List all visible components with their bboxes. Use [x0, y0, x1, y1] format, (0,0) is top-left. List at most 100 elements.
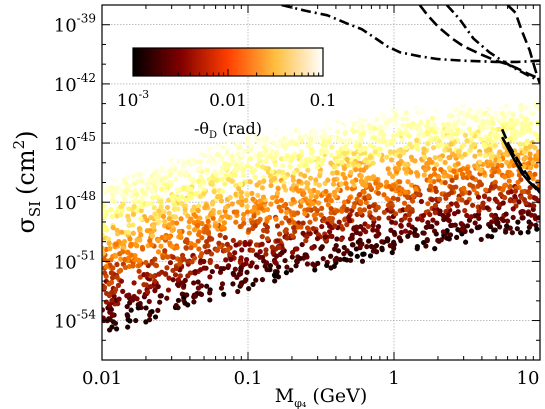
scatter-point: [243, 197, 249, 204]
scatter-point: [207, 297, 213, 303]
scatter-point: [477, 159, 483, 165]
scatter-point: [280, 162, 286, 169]
scatter-point: [199, 250, 205, 257]
scatter-point: [468, 136, 474, 142]
scatter-point: [189, 259, 195, 265]
scatter-point: [296, 163, 302, 169]
scatter-point: [156, 180, 162, 186]
scatter-point: [263, 251, 269, 257]
scatter-point: [244, 192, 251, 198]
scatter-point: [534, 179, 540, 185]
y-tick-label: 10-48: [54, 189, 96, 214]
scatter-point: [158, 243, 164, 249]
scatter-point: [294, 259, 300, 265]
scatter-point: [121, 196, 128, 202]
scatter-point: [193, 191, 199, 197]
scatter-point: [166, 210, 172, 216]
scatter-point: [197, 183, 203, 189]
scatter-point: [233, 219, 239, 225]
y-tick-label-exp: -39: [77, 12, 96, 26]
scatter-point: [125, 213, 131, 219]
scatter-point: [405, 122, 411, 129]
scatter-point: [227, 194, 233, 201]
scatter-point: [425, 219, 431, 226]
scatter-point: [470, 183, 476, 189]
y-tick-label-base: 10: [54, 312, 77, 333]
scatter-point: [230, 237, 236, 244]
scatter-point: [365, 223, 371, 230]
scatter-point: [177, 232, 183, 238]
scatter-point: [425, 161, 431, 167]
colorbar: 10-3 0.01 0.1 -θD (rad): [117, 47, 337, 141]
scatter-point: [218, 266, 224, 272]
scatter-point: [450, 131, 456, 137]
scatter-point: [464, 166, 470, 172]
scatter-point: [180, 155, 186, 161]
scatter-point: [269, 169, 275, 175]
scatter-point: [325, 202, 331, 208]
scatter-point: [136, 289, 142, 295]
scatter-point: [147, 238, 153, 244]
scatter-point: [421, 146, 427, 152]
scatter-point: [103, 209, 109, 215]
scatter-point: [274, 238, 281, 244]
scatter-point: [102, 232, 105, 238]
scatter-point: [169, 243, 175, 250]
scatter-point: [523, 145, 529, 151]
scatter-point: [351, 161, 357, 167]
scatter-point: [310, 131, 316, 137]
scatter-point: [358, 173, 364, 179]
scatter-point: [299, 198, 305, 205]
scatter-point: [107, 327, 113, 333]
y-tick-label: 10-42: [54, 71, 96, 96]
scatter-point: [438, 237, 444, 243]
scatter-point: [484, 118, 490, 124]
scatter-point: [296, 153, 302, 160]
scatter-point: [205, 218, 211, 225]
scatter-point: [113, 286, 119, 293]
scatter-point: [219, 188, 226, 195]
scatter-point: [500, 200, 506, 206]
scatter-point: [186, 224, 192, 230]
scatter-point: [225, 246, 231, 252]
scatter-point: [361, 207, 368, 213]
scatter-point: [466, 126, 473, 132]
scatter-point: [336, 219, 342, 225]
scatter-point: [521, 120, 527, 126]
scatter-point: [315, 200, 322, 206]
scatter-point: [234, 165, 240, 171]
scatter-point: [126, 222, 132, 229]
scatter-point: [354, 253, 360, 259]
scatter-point: [309, 192, 315, 198]
scatter-point: [440, 129, 446, 136]
scatter-point: [187, 161, 193, 168]
scatter-point: [163, 166, 169, 172]
scatter-point: [357, 199, 364, 205]
scatter-point: [304, 185, 310, 191]
scatter-point: [283, 270, 290, 276]
scatter-point: [204, 203, 210, 209]
scatter-point: [143, 305, 149, 311]
scatter-point: [366, 238, 372, 244]
scatter-point: [502, 195, 508, 201]
scatter-point: [196, 165, 203, 172]
scatter-point: [128, 241, 134, 247]
scatter-point: [126, 292, 132, 298]
x-tick-label: 1: [388, 368, 399, 389]
scatter-point: [317, 125, 324, 131]
scatter-point: [246, 241, 252, 247]
scatter-point: [341, 165, 347, 172]
scatter-point: [197, 267, 204, 273]
scatter-point: [170, 277, 176, 283]
scatter-point: [527, 144, 533, 150]
scatter-point: [432, 210, 438, 216]
scatter-point: [173, 265, 179, 271]
scatter-point: [328, 160, 334, 166]
scatter-point: [167, 260, 174, 266]
scatter-point: [296, 128, 302, 135]
scatter-point: [388, 157, 395, 163]
scatter-point: [279, 220, 285, 226]
scatter-point: [198, 258, 204, 264]
scatter-point: [253, 277, 259, 283]
scatter-point: [216, 209, 222, 215]
